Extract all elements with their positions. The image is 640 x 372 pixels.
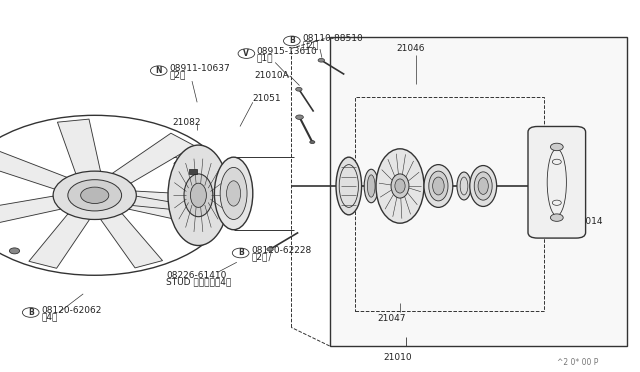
Circle shape xyxy=(550,143,563,151)
Text: B: B xyxy=(238,248,243,257)
Ellipse shape xyxy=(395,179,405,193)
Polygon shape xyxy=(0,196,61,228)
Bar xyxy=(330,37,627,346)
Ellipse shape xyxy=(470,166,497,206)
Text: 21060: 21060 xyxy=(173,157,202,166)
Ellipse shape xyxy=(364,169,378,203)
Text: （1）: （1） xyxy=(257,53,273,62)
Text: 08120-62228: 08120-62228 xyxy=(252,246,312,255)
Text: 08911-10637: 08911-10637 xyxy=(170,64,230,73)
Polygon shape xyxy=(100,214,163,268)
Text: 21082: 21082 xyxy=(173,118,202,126)
Text: 21051: 21051 xyxy=(253,94,282,103)
Ellipse shape xyxy=(220,167,247,219)
Text: 21014: 21014 xyxy=(575,217,604,226)
Polygon shape xyxy=(112,133,195,183)
Circle shape xyxy=(550,214,563,221)
Polygon shape xyxy=(0,148,67,189)
Text: 21046: 21046 xyxy=(397,44,426,53)
Text: 08120-62062: 08120-62062 xyxy=(42,306,102,315)
Polygon shape xyxy=(132,191,226,214)
Circle shape xyxy=(53,171,136,219)
Text: 08915-13610: 08915-13610 xyxy=(257,47,317,56)
Text: ^2 0* 00 P: ^2 0* 00 P xyxy=(557,358,598,367)
Circle shape xyxy=(310,141,315,144)
Circle shape xyxy=(296,115,303,119)
Ellipse shape xyxy=(367,175,375,197)
Circle shape xyxy=(10,248,20,254)
Text: 21047: 21047 xyxy=(378,314,406,323)
Ellipse shape xyxy=(376,149,424,223)
Text: V: V xyxy=(243,49,250,58)
Circle shape xyxy=(68,180,122,211)
Ellipse shape xyxy=(433,177,444,195)
FancyBboxPatch shape xyxy=(528,126,586,238)
Ellipse shape xyxy=(391,174,409,198)
Polygon shape xyxy=(29,214,90,268)
Text: （2）: （2） xyxy=(252,253,268,262)
Ellipse shape xyxy=(457,172,471,200)
Ellipse shape xyxy=(227,181,241,206)
Polygon shape xyxy=(129,196,223,228)
Circle shape xyxy=(267,247,273,251)
Text: B: B xyxy=(28,308,33,317)
Polygon shape xyxy=(58,119,100,174)
Ellipse shape xyxy=(168,145,229,246)
Circle shape xyxy=(81,187,109,203)
Text: B: B xyxy=(289,36,294,45)
Text: 11720: 11720 xyxy=(195,221,224,230)
Text: （4）: （4） xyxy=(42,312,58,321)
Ellipse shape xyxy=(429,171,448,201)
Text: 21010A: 21010A xyxy=(255,71,289,80)
Bar xyxy=(355,97,544,311)
Ellipse shape xyxy=(214,157,253,230)
Circle shape xyxy=(318,58,324,62)
Ellipse shape xyxy=(191,183,206,208)
Ellipse shape xyxy=(478,177,488,194)
Ellipse shape xyxy=(474,172,492,200)
Ellipse shape xyxy=(184,174,212,217)
Circle shape xyxy=(296,87,302,91)
Text: （2）: （2） xyxy=(302,41,319,49)
Text: N: N xyxy=(156,66,162,75)
Ellipse shape xyxy=(336,157,362,215)
Text: 08110-88510: 08110-88510 xyxy=(302,34,363,43)
Text: 08226-61410: 08226-61410 xyxy=(166,271,227,280)
Bar xyxy=(189,169,197,174)
Text: 21010: 21010 xyxy=(384,353,412,362)
Ellipse shape xyxy=(424,164,453,207)
Text: （2）: （2） xyxy=(170,71,186,80)
Text: STUD スタッド（4）: STUD スタッド（4） xyxy=(166,277,232,286)
